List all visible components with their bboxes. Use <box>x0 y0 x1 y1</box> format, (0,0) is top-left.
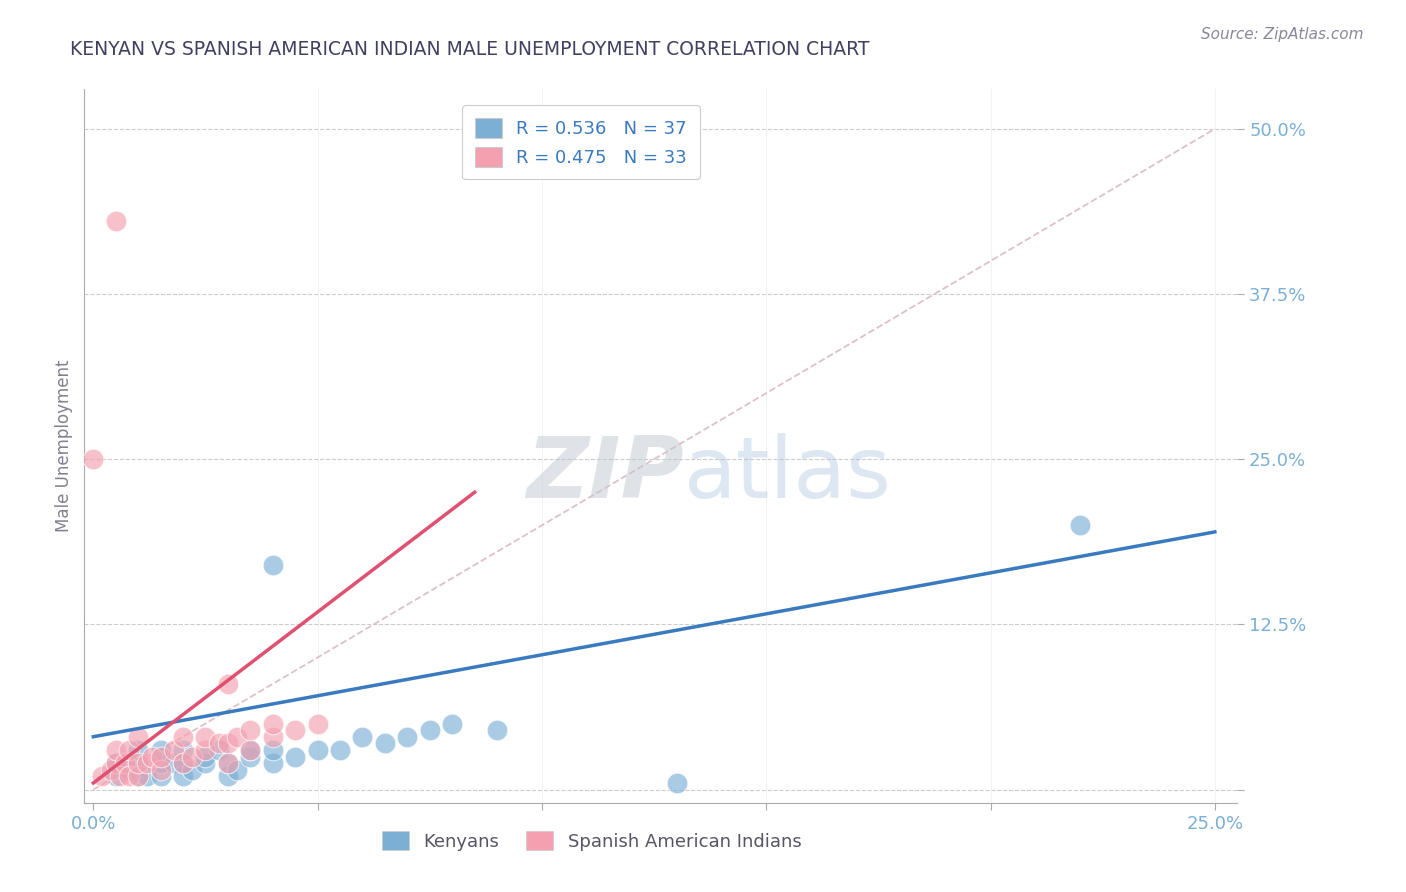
Point <box>194 743 217 757</box>
Point <box>194 730 217 744</box>
Point <box>441 716 464 731</box>
Point <box>104 756 127 771</box>
Point <box>262 756 284 771</box>
Point <box>100 763 122 777</box>
Point <box>307 743 329 757</box>
Point <box>284 723 307 738</box>
Point <box>114 756 136 771</box>
Point <box>225 763 247 777</box>
Point <box>239 743 262 757</box>
Point <box>239 743 262 757</box>
Point <box>141 749 163 764</box>
Point <box>172 730 194 744</box>
Point <box>149 743 172 757</box>
Point <box>136 769 159 783</box>
Point <box>181 763 204 777</box>
Point <box>374 736 396 750</box>
Point <box>127 743 149 757</box>
Point <box>149 763 172 777</box>
Point <box>262 716 284 731</box>
Point <box>217 736 239 750</box>
Point <box>181 749 204 764</box>
Point <box>217 677 239 691</box>
Point <box>307 716 329 731</box>
Point <box>163 743 186 757</box>
Point <box>104 743 127 757</box>
Point <box>217 756 239 771</box>
Text: atlas: atlas <box>683 433 891 516</box>
Point <box>104 756 127 771</box>
Point <box>194 756 217 771</box>
Point <box>262 558 284 572</box>
Point <box>149 769 172 783</box>
Point <box>217 756 239 771</box>
Point <box>163 756 186 771</box>
Point <box>208 736 231 750</box>
Point <box>208 743 231 757</box>
Point <box>172 756 194 771</box>
Point <box>91 769 114 783</box>
Point <box>239 749 262 764</box>
Point <box>352 730 374 744</box>
Point <box>118 743 141 757</box>
Point <box>110 769 132 783</box>
Point <box>262 730 284 744</box>
Point <box>118 769 141 783</box>
Point <box>118 763 141 777</box>
Text: KENYAN VS SPANISH AMERICAN INDIAN MALE UNEMPLOYMENT CORRELATION CHART: KENYAN VS SPANISH AMERICAN INDIAN MALE U… <box>70 40 870 59</box>
Point <box>127 769 149 783</box>
Point <box>284 749 307 764</box>
Point <box>104 214 127 228</box>
Legend: Kenyans, Spanish American Indians: Kenyans, Spanish American Indians <box>374 824 808 858</box>
Point <box>486 723 509 738</box>
Point <box>239 723 262 738</box>
Point <box>149 756 172 771</box>
Point <box>172 756 194 771</box>
Text: ZIP: ZIP <box>526 433 683 516</box>
Point <box>172 743 194 757</box>
Point <box>136 756 159 771</box>
Point <box>665 776 688 790</box>
Point <box>127 769 149 783</box>
Point <box>419 723 441 738</box>
Point <box>262 743 284 757</box>
Point <box>217 769 239 783</box>
Point <box>82 452 104 467</box>
Point <box>1069 518 1091 533</box>
Point <box>127 756 149 771</box>
Point <box>127 756 149 771</box>
Point <box>127 730 149 744</box>
Point <box>225 730 247 744</box>
Point <box>396 730 419 744</box>
Point <box>172 769 194 783</box>
Point <box>149 749 172 764</box>
Text: Source: ZipAtlas.com: Source: ZipAtlas.com <box>1201 27 1364 42</box>
Point <box>329 743 352 757</box>
Point <box>104 769 127 783</box>
Point <box>194 749 217 764</box>
Y-axis label: Male Unemployment: Male Unemployment <box>55 359 73 533</box>
